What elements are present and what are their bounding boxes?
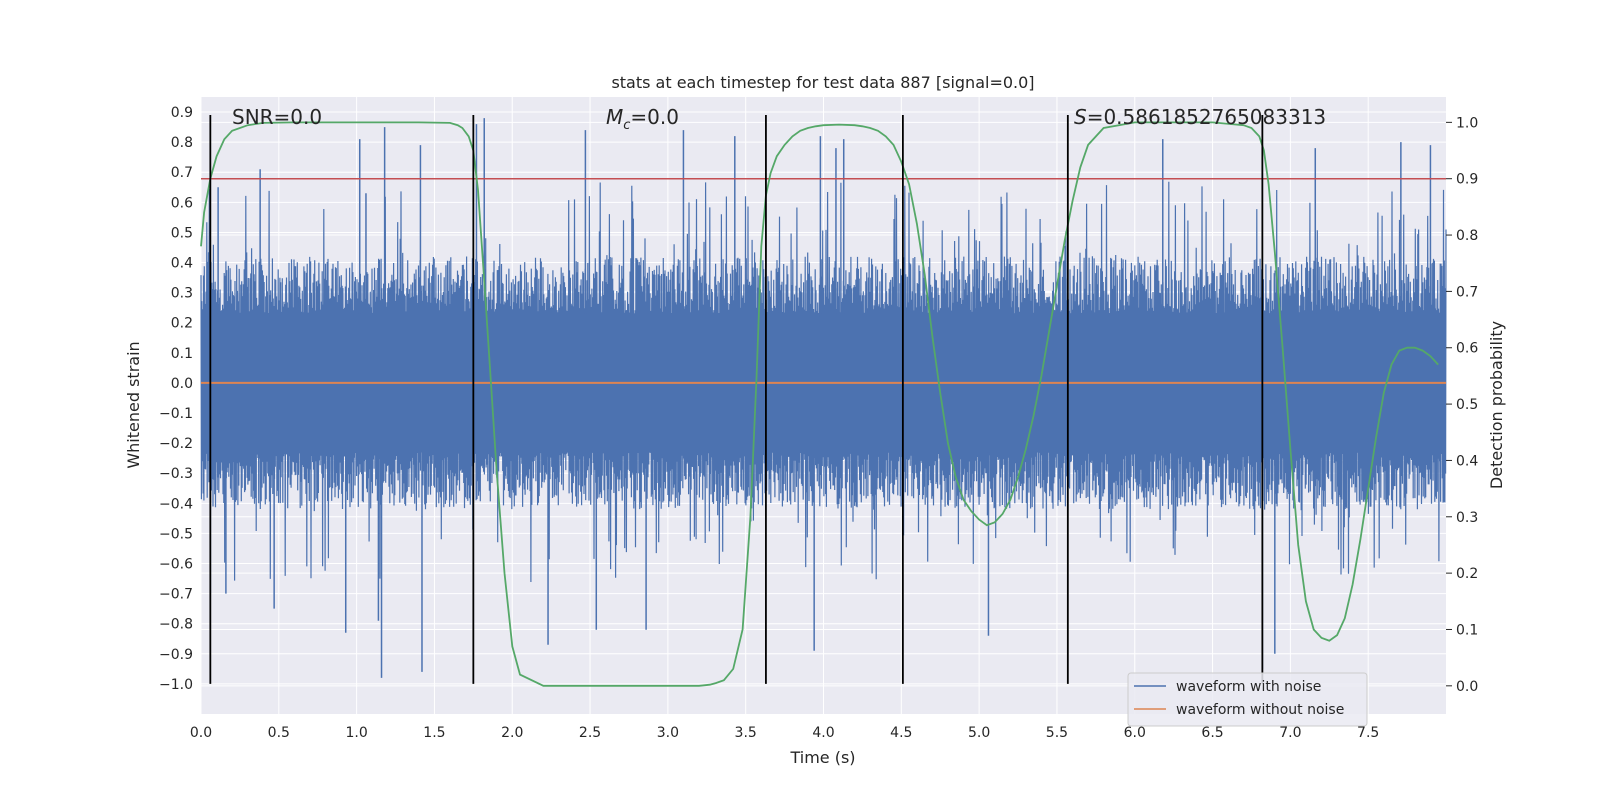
y-right-tick-label: 0.0 <box>1456 679 1478 695</box>
x-tick-label: 4.0 <box>812 725 834 741</box>
chart-title: stats at each timestep for test data 887… <box>611 73 1034 92</box>
y-axis-right-ticks: 1.0 0.9 0.8 0.7 0.6 0.5 0.4 0.3 0.2 0.1 0.0 <box>1446 115 1478 695</box>
y-right-tick-label: 0.8 <box>1456 228 1478 244</box>
snr-annotation: SNR=0.0 <box>232 105 322 129</box>
chirp-mass-annotation: Mc=0.0 <box>606 105 679 133</box>
legend-box <box>1127 672 1368 727</box>
y-right-tick-label: 0.4 <box>1456 453 1478 469</box>
y-tick-label: −0.4 <box>159 496 193 512</box>
y-right-tick-label: 0.1 <box>1456 622 1478 638</box>
chirp-mass-symbol: M <box>606 105 623 129</box>
y-tick-label: −0.3 <box>159 466 193 482</box>
y-tick-label: 0.7 <box>171 165 193 181</box>
y-tick-label: −0.2 <box>159 436 193 452</box>
legend-label-clean: waveform without noise <box>1176 702 1344 718</box>
y-tick-label: 0.3 <box>171 286 193 302</box>
y-tick-label: 0.9 <box>171 105 193 121</box>
score-annotation: S=0.5861852765083313 <box>1074 105 1326 129</box>
x-tick-label: 2.5 <box>579 725 601 741</box>
y-right-tick-label: 0.6 <box>1456 341 1478 357</box>
y-tick-label: 0.2 <box>171 316 193 332</box>
detection-probability-line <box>200 121 1439 687</box>
x-tick-label: 0.0 <box>190 725 212 741</box>
noise-trace <box>200 181 1447 583</box>
chirp-mass-value: =0.0 <box>630 105 679 129</box>
x-tick-label: 2.0 <box>501 725 523 741</box>
vertical-marker-lines <box>209 115 1264 684</box>
y-tick-label: −0.7 <box>159 587 193 603</box>
y-axis-left-ticks: 0.9 0.8 0.7 0.6 0.5 0.4 0.3 0.2 0.1 0.0 −0.1 −0.2 −0… <box>159 105 193 693</box>
score-symbol: S <box>1074 105 1087 129</box>
y-tick-label: 0.5 <box>171 225 193 241</box>
chirp-mass-subscript: c <box>623 118 630 133</box>
score-value: =0.5861852765083313 <box>1087 105 1326 129</box>
y-right-tick-label: 0.5 <box>1456 397 1478 413</box>
y-tick-label: −0.8 <box>159 617 193 633</box>
x-tick-label: 7.0 <box>1279 725 1301 741</box>
y-tick-label: −0.6 <box>159 557 193 573</box>
y-axis-label: Whitened strain <box>124 341 143 468</box>
y-tick-label: 0.8 <box>171 135 193 151</box>
detection-probability-series <box>200 121 1439 687</box>
x-tick-label: 5.0 <box>968 725 990 741</box>
y-tick-label: −0.9 <box>159 647 193 663</box>
y-axis-right-label: Detection probability <box>1487 321 1506 489</box>
x-axis-label: Time (s) <box>789 748 855 767</box>
x-tick-label: 3.5 <box>735 725 757 741</box>
y-tick-label: 0.6 <box>171 195 193 211</box>
y-right-tick-label: 0.9 <box>1456 172 1478 188</box>
y-right-tick-label: 1.0 <box>1456 115 1478 131</box>
x-axis-ticks: 0.0 0.5 1.0 1.5 2.0 2.5 3.0 3.5 4.0 4.5 5.0 5.5 6.0 6… <box>190 725 1379 741</box>
x-tick-label: 1.5 <box>423 725 445 741</box>
y-tick-label: 0.4 <box>171 256 193 272</box>
x-tick-label: 1.0 <box>345 725 367 741</box>
y-tick-label: −0.1 <box>159 406 193 422</box>
y-tick-label: −0.5 <box>159 526 193 542</box>
overlay-lines <box>201 177 1446 384</box>
legend-label-noise: waveform with noise <box>1176 679 1321 695</box>
x-tick-label: 3.0 <box>657 725 679 741</box>
x-tick-label: 4.5 <box>890 725 912 741</box>
y-right-tick-label: 0.7 <box>1456 284 1478 300</box>
legend: waveform with noise waveform without noi… <box>1127 672 1368 727</box>
y-right-tick-label: 0.2 <box>1456 566 1478 582</box>
x-tick-label: 6.0 <box>1124 725 1146 741</box>
y-tick-label: 0.0 <box>171 376 193 392</box>
x-tick-label: 7.5 <box>1357 725 1379 741</box>
y-tick-label: −1.0 <box>159 677 193 693</box>
x-tick-label: 5.5 <box>1046 725 1068 741</box>
y-tick-label: 0.1 <box>171 346 193 362</box>
y-right-tick-label: 0.3 <box>1456 510 1478 526</box>
x-tick-label: 6.5 <box>1201 725 1223 741</box>
x-tick-label: 0.5 <box>268 725 290 741</box>
